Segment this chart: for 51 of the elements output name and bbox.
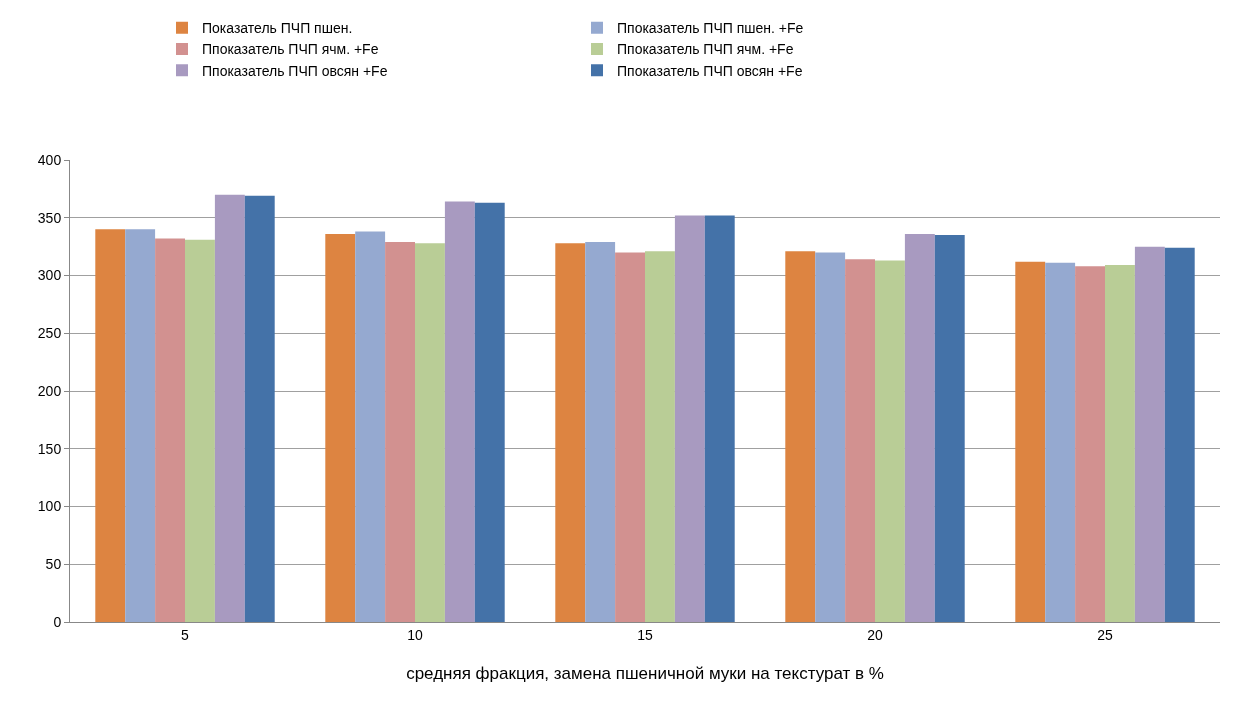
legend-label: Ппоказатель ПЧП пшен. +Fe xyxy=(617,20,804,37)
x-tick-label: 10 xyxy=(407,626,423,643)
legend-label: Ппоказатель ПЧП овсян +Fe xyxy=(617,62,803,79)
y-tick-label: 300 xyxy=(37,267,62,284)
bar xyxy=(415,243,445,622)
y-tick-label: 50 xyxy=(45,556,62,573)
y-tick-label: 0 xyxy=(53,613,62,630)
bar xyxy=(444,201,475,622)
bar xyxy=(325,233,356,622)
bar xyxy=(674,215,705,622)
bar xyxy=(1164,247,1195,622)
bar xyxy=(875,260,905,622)
bar xyxy=(904,233,935,622)
bar xyxy=(1105,265,1135,622)
bar xyxy=(704,215,735,622)
bar xyxy=(1075,266,1105,622)
bar xyxy=(185,239,215,622)
bar xyxy=(585,242,616,622)
y-tick-label: 100 xyxy=(37,498,62,515)
x-tick-label: 25 xyxy=(1097,626,1113,643)
bar xyxy=(1015,261,1046,622)
x-tick-label: 20 xyxy=(867,626,883,643)
bar xyxy=(385,242,415,622)
x-tick-label: 5 xyxy=(181,626,190,643)
bar xyxy=(785,251,816,622)
bar xyxy=(845,259,875,622)
y-tick-label: 200 xyxy=(37,382,62,399)
legend-label: Ппоказатель ПЧП овсян +Fe xyxy=(202,62,388,79)
bar xyxy=(934,235,965,622)
bar xyxy=(815,252,846,622)
x-tick-label: 15 xyxy=(637,626,653,643)
legend-label: Ппоказатель ПЧП ячм. +Fe xyxy=(617,41,794,58)
legend-label: Показатель ПЧП пшен. xyxy=(202,20,353,37)
bar xyxy=(355,231,386,622)
bar xyxy=(645,251,675,622)
bar xyxy=(214,194,245,622)
bar xyxy=(1045,262,1076,622)
x-axis-title: средняя фракция, замена пшеничной муки на текстурат в % xyxy=(406,664,884,684)
bar xyxy=(474,202,505,622)
y-tick-label: 250 xyxy=(37,325,62,342)
bar xyxy=(125,229,156,622)
y-tick-label: 400 xyxy=(37,151,62,168)
bar xyxy=(615,252,645,622)
bar xyxy=(555,243,586,622)
bar xyxy=(244,195,275,622)
y-tick-label: 350 xyxy=(37,209,62,226)
legend-label: Ппоказатель ПЧП ячм. +Fe xyxy=(202,41,379,58)
bar xyxy=(1134,246,1165,622)
bar xyxy=(155,238,185,622)
bar xyxy=(95,229,126,622)
y-tick-label: 150 xyxy=(37,440,62,457)
